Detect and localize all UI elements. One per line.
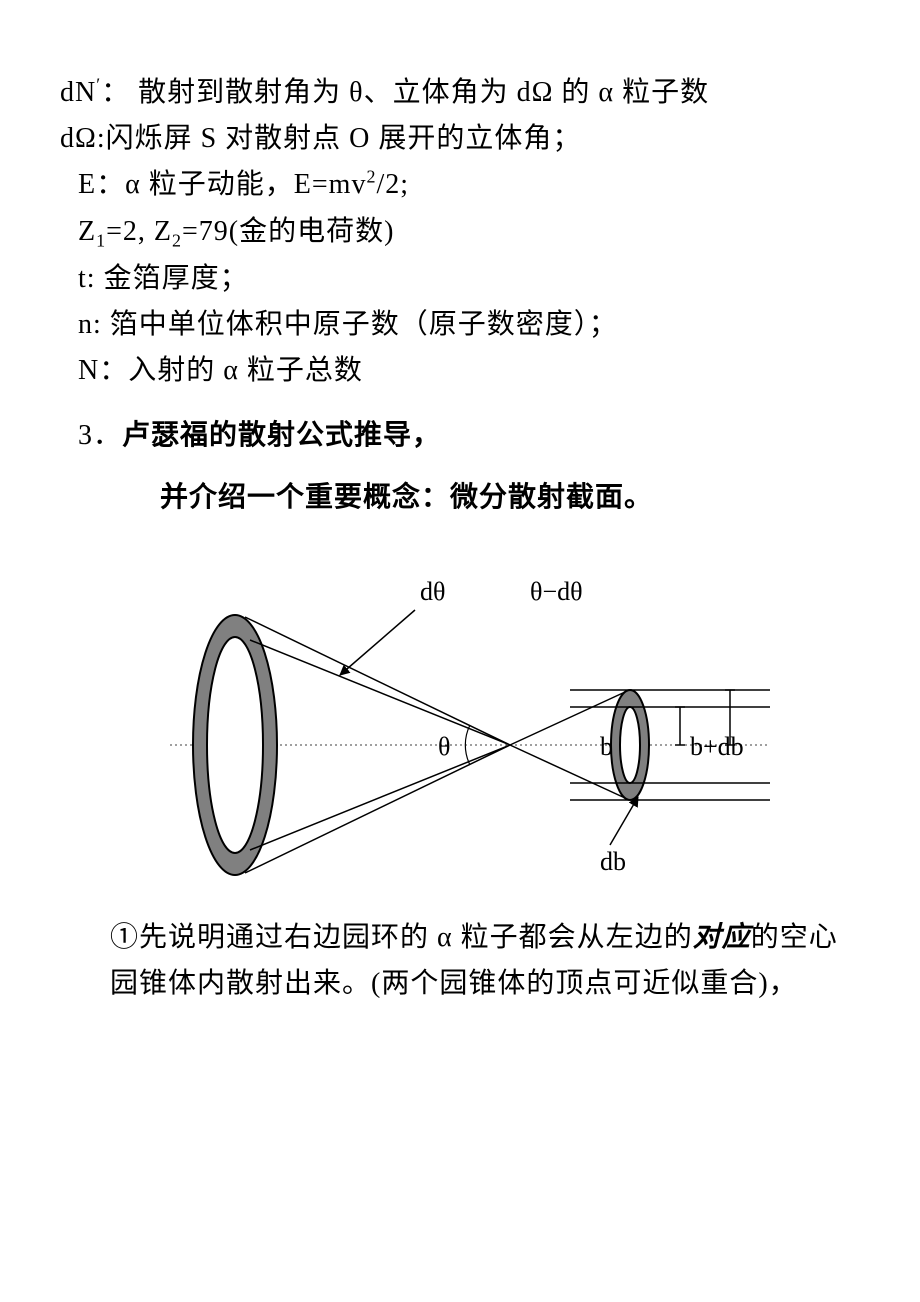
sup-E: 2 xyxy=(366,167,376,187)
sym-Z1: Z xyxy=(78,216,96,247)
def-n: n: 箔中单位体积中原子数（原子数密度）； xyxy=(60,302,860,348)
sym-Z2: Z xyxy=(154,216,172,247)
txt-N: ：入射的 α 粒子总数 xyxy=(99,355,363,386)
txt-n: 箔中单位体积中原子数（原子数密度）； xyxy=(102,309,618,340)
section-heading: 3．卢瑟福的散射公式推导， xyxy=(60,412,860,459)
def-E: E：α 粒子动能，E=mv2/2; xyxy=(60,162,860,208)
b-bracket xyxy=(675,707,685,745)
section-num: 3． xyxy=(78,420,122,451)
db-arrow xyxy=(610,797,638,845)
sym-E: E xyxy=(78,169,96,200)
txt-dOmega: :闪烁屏 S 对散射点 O 展开的立体角； xyxy=(97,123,582,154)
explain-italic: 对应 xyxy=(693,922,751,953)
def-dOmega: dΩ:闪烁屏 S 对散射点 O 展开的立体角； xyxy=(60,116,860,162)
sym-dOmega: dΩ xyxy=(60,123,97,154)
circled-1: ① xyxy=(110,922,139,953)
sym-dN: dN xyxy=(60,77,96,108)
sym-t: t: xyxy=(78,263,96,294)
sym-N: N xyxy=(78,355,99,386)
val-Z2: =79(金的电荷数) xyxy=(182,216,394,247)
dtheta-arrow xyxy=(340,610,415,675)
def-N: N：入射的 α 粒子总数 xyxy=(60,348,860,394)
diagram-svg: dθ θ−dθ θ b b+db db xyxy=(170,545,770,885)
label-dtheta: dθ xyxy=(420,577,445,606)
scattering-diagram: dθ θ−dθ θ b b+db db xyxy=(170,545,860,890)
label-b-plus-db: b+db xyxy=(690,732,744,761)
txt-E: ：α 粒子动能，E=mv xyxy=(96,169,366,200)
def-dN: dN′： 散射到散射角为 θ、立体角为 dΩ 的 α 粒子数 xyxy=(60,70,860,116)
sym-n: n: xyxy=(78,309,102,340)
val-Z1: =2, xyxy=(106,216,154,247)
txt-dN: ： 散射到散射角为 θ、立体角为 dΩ 的 α 粒子数 xyxy=(101,77,709,108)
left-ring xyxy=(193,615,277,875)
txt-t: 金箔厚度； xyxy=(96,263,249,294)
label-theta-minus-dtheta: θ−dθ xyxy=(530,577,583,606)
label-b: b xyxy=(600,732,613,761)
explain-p1: 先说明通过右边园环的 α 粒子都会从左边的 xyxy=(139,922,693,953)
tail-E: /2; xyxy=(376,169,409,200)
def-Z: Z1=2, Z2=79(金的电荷数) xyxy=(60,209,860,256)
label-db: db xyxy=(600,847,626,876)
sub-Z2: 2 xyxy=(172,230,182,250)
sub-Z1: 1 xyxy=(96,230,106,250)
label-theta: θ xyxy=(438,732,450,761)
explanation: ①先说明通过右边园环的 α 粒子都会从左边的对应的空心园锥体内散射出来。(两个园… xyxy=(110,915,860,1007)
section-title: 卢瑟福的散射公式推导， xyxy=(122,419,441,450)
def-t: t: 金箔厚度； xyxy=(60,256,860,302)
section-subtitle: 并介绍一个重要概念：微分散射截面。 xyxy=(160,474,860,520)
